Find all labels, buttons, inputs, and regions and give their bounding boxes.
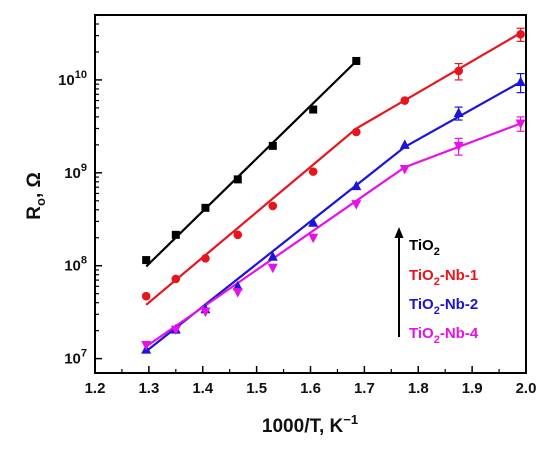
y-tick-exponent: 10 bbox=[75, 69, 87, 81]
data-point-1 bbox=[400, 96, 410, 105]
data-point-1 bbox=[141, 291, 151, 301]
data-point-2 bbox=[267, 251, 278, 261]
data-point-3 bbox=[267, 263, 278, 274]
y-tick-label: 109 bbox=[64, 162, 87, 182]
y-tick-base: 10 bbox=[64, 351, 81, 368]
x-tick-label: 1.6 bbox=[300, 380, 321, 397]
data-point-1 bbox=[268, 201, 278, 211]
data-point-1 bbox=[516, 29, 525, 39]
data-points bbox=[141, 29, 526, 354]
x-axis-title-main: 1000/T, K bbox=[262, 416, 344, 437]
data-point-0 bbox=[171, 230, 180, 239]
data-point-0 bbox=[352, 56, 361, 65]
x-tick-label: 1.3 bbox=[138, 380, 159, 397]
legend-label-0: TiO2 bbox=[409, 237, 440, 258]
data-point-2 bbox=[453, 107, 464, 118]
data-point-3 bbox=[515, 119, 526, 129]
legend-label-sub: 2 bbox=[434, 334, 440, 346]
y-tick-label: 1010 bbox=[58, 69, 87, 89]
data-point-1 bbox=[454, 66, 463, 76]
legend-label-sub: 2 bbox=[434, 305, 440, 317]
x-axis-title-sup: −1 bbox=[343, 412, 358, 427]
data-point-2 bbox=[232, 280, 243, 291]
data-point-0 bbox=[201, 203, 210, 212]
data-point-2 bbox=[351, 180, 362, 191]
y-axis-title-main: R bbox=[24, 206, 45, 220]
legend-label-rest: -Nb-4 bbox=[440, 325, 479, 342]
data-point-3 bbox=[453, 141, 464, 152]
legend-label-rest: -Nb-1 bbox=[440, 267, 478, 284]
legend-arrow-head bbox=[394, 227, 404, 238]
y-tick-base: 10 bbox=[64, 258, 81, 275]
x-tick-label: 1.4 bbox=[192, 380, 214, 397]
data-point-0 bbox=[142, 256, 151, 265]
axis-titles: 1000/T, K−1 Ro, Ω bbox=[24, 172, 358, 437]
legend-label-main: TiO bbox=[409, 237, 434, 254]
y-axis-title-suffix: , Ω bbox=[24, 172, 45, 198]
data-point-1 bbox=[171, 274, 181, 284]
legend-label-rest: -Nb-2 bbox=[440, 296, 478, 313]
x-tick-label: 1.7 bbox=[354, 380, 375, 397]
data-point-0 bbox=[309, 105, 318, 114]
data-point-2 bbox=[399, 139, 410, 149]
legend-label-1: TiO2-Nb-1 bbox=[409, 267, 478, 288]
data-point-0 bbox=[233, 175, 242, 184]
y-axis-title-sub: o bbox=[33, 198, 48, 206]
legend-label-main: TiO bbox=[409, 325, 434, 342]
x-axis-title: 1000/T, K−1 bbox=[262, 412, 358, 437]
data-point-3 bbox=[351, 200, 362, 210]
y-tick-base: 10 bbox=[64, 165, 81, 182]
y-axis-title: Ro, Ω bbox=[24, 172, 48, 219]
x-tick-label: 1.2 bbox=[85, 380, 106, 397]
fit-line-0 bbox=[145, 57, 360, 268]
legend-label-main: TiO bbox=[409, 296, 434, 313]
legend-label-sub: 2 bbox=[434, 276, 440, 288]
data-point-3 bbox=[308, 233, 319, 244]
data-point-2 bbox=[515, 76, 526, 86]
x-tick-label: 2.0 bbox=[516, 380, 537, 397]
y-tick-base: 10 bbox=[58, 72, 75, 89]
data-point-3 bbox=[399, 164, 410, 175]
legend-label-3: TiO2-Nb-4 bbox=[409, 325, 479, 346]
legend-label-main: TiO bbox=[409, 267, 434, 284]
data-point-3 bbox=[232, 288, 243, 298]
x-tick-label: 1.9 bbox=[462, 380, 483, 397]
x-tick-label: 1.8 bbox=[408, 380, 429, 397]
data-point-3 bbox=[141, 341, 152, 351]
data-point-2 bbox=[308, 217, 319, 227]
y-tick-exponent: 7 bbox=[81, 348, 87, 360]
y-tick-label: 107 bbox=[64, 348, 87, 368]
data-point-1 bbox=[308, 167, 318, 176]
data-point-1 bbox=[351, 127, 361, 137]
data-point-3 bbox=[170, 325, 181, 336]
data-point-3 bbox=[200, 307, 211, 318]
y-tick-label: 108 bbox=[64, 255, 87, 275]
y-tick-exponent: 8 bbox=[81, 255, 87, 267]
y-tick-exponent: 9 bbox=[81, 162, 87, 174]
data-point-0 bbox=[268, 141, 277, 150]
legend-label-2: TiO2-Nb-2 bbox=[409, 296, 478, 317]
data-point-1 bbox=[201, 254, 210, 263]
data-point-1 bbox=[233, 230, 243, 240]
x-tick-label: 1.5 bbox=[246, 380, 267, 397]
fit-line-1 bbox=[145, 32, 522, 306]
legend-label-sub: 2 bbox=[434, 246, 440, 258]
